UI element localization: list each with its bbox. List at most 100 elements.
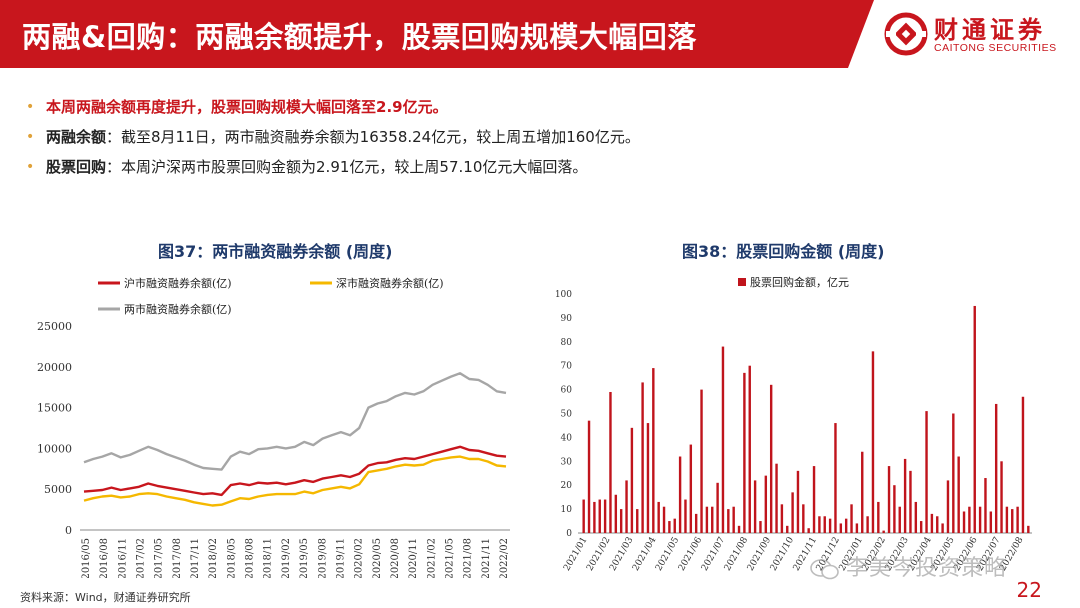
series-line bbox=[83, 455, 507, 507]
bar bbox=[796, 470, 800, 533]
bar bbox=[850, 504, 853, 533]
x-tick-label: 2018/11 bbox=[263, 538, 274, 578]
buyback-heading: 股票回购 bbox=[46, 158, 107, 176]
bar bbox=[952, 413, 955, 533]
bar bbox=[673, 518, 676, 533]
bar bbox=[678, 456, 682, 533]
x-tick-label: 2021/08 bbox=[463, 538, 474, 578]
bar bbox=[593, 501, 596, 533]
bar bbox=[936, 516, 939, 533]
bar bbox=[887, 466, 891, 533]
bar bbox=[957, 456, 960, 533]
x-tick-label: 2020/02 bbox=[354, 538, 365, 578]
y-tick-label: 60 bbox=[561, 386, 573, 396]
bullet-list: • 本周两融余额再度提升，股票回购规模大幅回落至2.9亿元。 • 两融余额：截至… bbox=[24, 92, 640, 182]
bar bbox=[694, 513, 698, 533]
x-tick-label: 2018/08 bbox=[245, 538, 256, 578]
bar bbox=[759, 521, 762, 533]
watermark-text: 李美岑投资策略 bbox=[846, 556, 1008, 581]
legend-label: 股票回购金额，亿元 bbox=[750, 275, 849, 289]
bar bbox=[871, 351, 875, 533]
y-tick-label: 0 bbox=[566, 529, 572, 539]
margin-text: ：截至8月11日，两市融资融券余额为16358.24亿元，较上周五增加160亿元… bbox=[106, 128, 640, 146]
bar bbox=[689, 444, 693, 533]
bar bbox=[587, 420, 591, 533]
x-tick-label: 2019/08 bbox=[317, 538, 328, 578]
y-tick-label: 0 bbox=[65, 524, 72, 537]
x-tick-label: 2021/11 bbox=[481, 538, 492, 578]
bar bbox=[732, 506, 735, 533]
bar bbox=[978, 506, 982, 533]
y-tick-label: 50 bbox=[561, 410, 573, 420]
bar bbox=[625, 480, 628, 533]
bar bbox=[657, 501, 660, 533]
bar bbox=[946, 480, 950, 533]
bar bbox=[711, 506, 714, 533]
y-tick-label: 30 bbox=[561, 457, 573, 467]
bar bbox=[823, 516, 826, 533]
summary-text: 本周两融余额再度提升，股票回购规模大幅回落至2.9亿元。 bbox=[46, 98, 448, 116]
bar bbox=[700, 389, 703, 533]
bar bbox=[619, 509, 623, 533]
bar bbox=[807, 528, 810, 533]
bar bbox=[753, 480, 757, 533]
x-tick-label: 2017/02 bbox=[136, 538, 147, 578]
bar bbox=[855, 523, 859, 533]
legend-label: 深市融资融券余额(亿) bbox=[336, 276, 444, 290]
bar bbox=[603, 499, 607, 533]
bar bbox=[641, 382, 644, 533]
x-tick-label: 2020/05 bbox=[372, 538, 383, 578]
x-tick-label: 2016/11 bbox=[117, 538, 128, 578]
bar bbox=[844, 518, 848, 533]
bar bbox=[791, 492, 794, 533]
bar bbox=[994, 403, 998, 533]
x-tick-label: 2017/11 bbox=[190, 538, 201, 578]
bar bbox=[1000, 461, 1003, 533]
bar bbox=[684, 499, 687, 533]
bar bbox=[898, 506, 901, 533]
caitong-logo-icon bbox=[884, 12, 928, 56]
bar bbox=[1005, 506, 1009, 533]
y-tick-label: 10 bbox=[561, 505, 573, 515]
series-line bbox=[83, 445, 507, 497]
bar bbox=[636, 509, 639, 533]
y-tick-label: 70 bbox=[561, 362, 573, 372]
bar bbox=[1016, 506, 1019, 533]
x-tick-label: 2021/05 bbox=[444, 538, 455, 578]
x-tick-label: 2016/08 bbox=[99, 538, 110, 578]
bar bbox=[582, 499, 585, 533]
bar bbox=[812, 466, 816, 533]
margin-balance-chart: 沪市融资融券余额(亿) 深市融资融券余额(亿) 两市融资融券余额(亿) 0 5000 10… bbox=[37, 276, 510, 578]
bar bbox=[716, 482, 719, 533]
legend-label: 沪市融资融券余额(亿) bbox=[124, 276, 232, 290]
bar bbox=[877, 501, 880, 533]
y-tick-label: 20000 bbox=[37, 361, 72, 374]
bar bbox=[764, 475, 768, 533]
bar bbox=[839, 523, 843, 533]
bar bbox=[786, 525, 789, 533]
bar bbox=[914, 501, 918, 533]
bar bbox=[609, 391, 612, 533]
header-bar: 两融&回购：两融余额提升，股票回购规模大幅回落 财通证券 CAITONG SEC… bbox=[0, 0, 1080, 68]
bar bbox=[909, 470, 912, 533]
logo-english: CAITONG SECURITIES bbox=[934, 42, 1057, 54]
page-title: 两融&回购：两融余额提升，股票回购规模大幅回落 bbox=[22, 20, 697, 54]
bar bbox=[1011, 509, 1014, 533]
bar bbox=[930, 513, 934, 533]
bar bbox=[828, 518, 832, 533]
bar bbox=[630, 427, 634, 533]
bullet-dot-icon: • bbox=[26, 129, 35, 145]
bar bbox=[962, 511, 966, 533]
bar bbox=[1027, 525, 1030, 533]
x-tick-label: 2019/02 bbox=[281, 538, 292, 578]
bar bbox=[652, 368, 655, 533]
y-tick-label: 10000 bbox=[37, 442, 72, 455]
y-tick-label: 25000 bbox=[37, 320, 72, 333]
wechat-icon bbox=[810, 559, 839, 580]
y-tick-label: 20 bbox=[561, 481, 573, 491]
legend-swatch bbox=[738, 278, 746, 286]
bullet-summary: • 本周两融余额再度提升，股票回购规模大幅回落至2.9亿元。 bbox=[24, 92, 640, 122]
bar bbox=[775, 463, 778, 533]
x-tick-label: 2022/02 bbox=[499, 538, 510, 578]
bar bbox=[818, 516, 821, 533]
